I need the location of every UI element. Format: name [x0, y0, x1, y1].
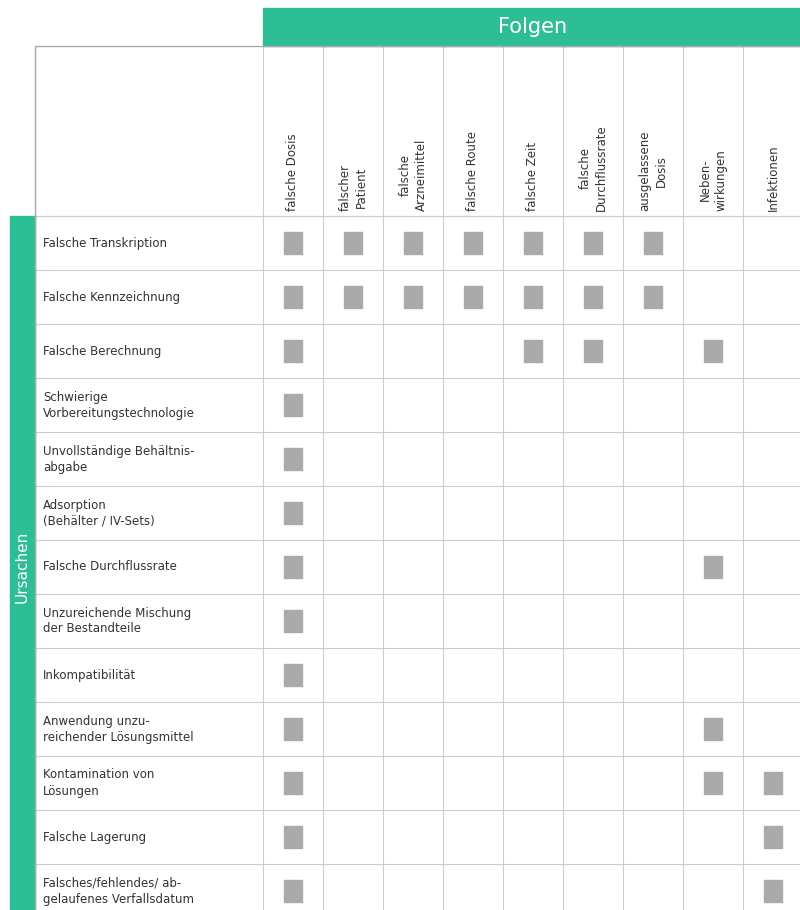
- Bar: [284, 556, 302, 578]
- Bar: [644, 232, 662, 254]
- Bar: [284, 340, 302, 362]
- Bar: [284, 718, 302, 740]
- Text: Falsches/fehlendes/ ab-
gelaufenes Verfallsdatum: Falsches/fehlendes/ ab- gelaufenes Verfa…: [43, 876, 194, 905]
- Bar: [404, 286, 422, 308]
- Text: Adsorption
(Behälter / IV-Sets): Adsorption (Behälter / IV-Sets): [43, 499, 154, 528]
- Bar: [524, 340, 542, 362]
- Text: Schwierige
Vorbereitungstechnologie: Schwierige Vorbereitungstechnologie: [43, 390, 195, 420]
- Bar: [404, 232, 422, 254]
- Bar: [464, 286, 482, 308]
- Bar: [284, 826, 302, 848]
- Text: Falsche Transkription: Falsche Transkription: [43, 237, 167, 249]
- Bar: [764, 880, 782, 902]
- Bar: [284, 394, 302, 416]
- Bar: [764, 826, 782, 848]
- Text: falsche
Durchflussrate: falsche Durchflussrate: [578, 125, 607, 211]
- Text: falsche Zeit: falsche Zeit: [526, 142, 539, 211]
- Bar: [284, 502, 302, 524]
- Text: Falsche Lagerung: Falsche Lagerung: [43, 831, 146, 844]
- Text: falsche Dosis: falsche Dosis: [286, 134, 299, 211]
- Bar: [284, 232, 302, 254]
- Text: Inkompatibilität: Inkompatibilität: [43, 669, 136, 682]
- Bar: [284, 448, 302, 470]
- Bar: [644, 286, 662, 308]
- Text: Unzureichende Mischung
der Bestandteile: Unzureichende Mischung der Bestandteile: [43, 606, 191, 635]
- Bar: [263, 46, 800, 216]
- Text: Falsche Durchflussrate: Falsche Durchflussrate: [43, 561, 177, 573]
- Text: Unvollständige Behältnis-
abgabe: Unvollständige Behältnis- abgabe: [43, 444, 194, 473]
- Bar: [764, 772, 782, 794]
- Bar: [524, 232, 542, 254]
- Bar: [284, 880, 302, 902]
- Bar: [704, 556, 722, 578]
- Bar: [284, 772, 302, 794]
- Bar: [584, 286, 602, 308]
- Text: Infektionen: Infektionen: [766, 145, 779, 211]
- Bar: [344, 286, 362, 308]
- Bar: [584, 340, 602, 362]
- Bar: [284, 286, 302, 308]
- Bar: [704, 718, 722, 740]
- Bar: [704, 340, 722, 362]
- Text: Ursachen: Ursachen: [15, 531, 30, 603]
- Text: ausgelassene
Dosis: ausgelassene Dosis: [638, 130, 667, 211]
- Text: falsche
Arzneimittel: falsche Arzneimittel: [398, 138, 427, 211]
- Text: Folgen: Folgen: [498, 17, 567, 37]
- Text: Falsche Berechnung: Falsche Berechnung: [43, 345, 162, 358]
- Bar: [524, 286, 542, 308]
- Text: falscher
Patient: falscher Patient: [338, 164, 367, 211]
- Bar: [10, 216, 35, 910]
- Text: falsche Route: falsche Route: [466, 131, 479, 211]
- Bar: [464, 232, 482, 254]
- Bar: [263, 8, 800, 46]
- Text: Kontamination von
Lösungen: Kontamination von Lösungen: [43, 769, 154, 797]
- Bar: [344, 232, 362, 254]
- Text: Anwendung unzu-
reichender Lösungsmittel: Anwendung unzu- reichender Lösungsmittel: [43, 714, 194, 743]
- Bar: [704, 772, 722, 794]
- Bar: [284, 664, 302, 686]
- Bar: [284, 610, 302, 632]
- Text: Neben-
wirkungen: Neben- wirkungen: [698, 149, 727, 211]
- Text: Falsche Kennzeichnung: Falsche Kennzeichnung: [43, 290, 180, 304]
- Bar: [584, 232, 602, 254]
